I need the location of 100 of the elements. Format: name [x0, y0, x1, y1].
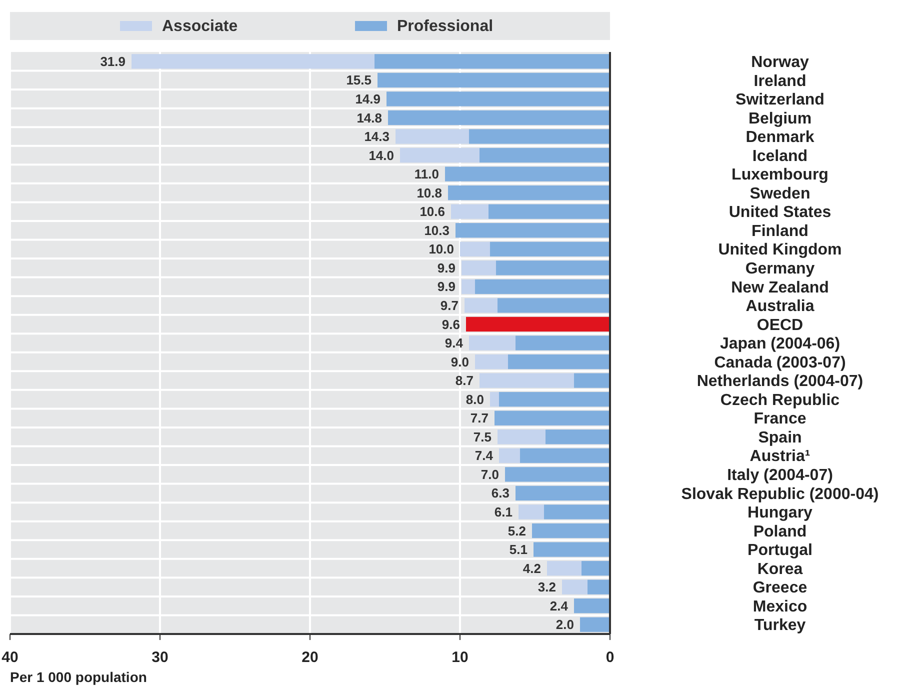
y-tick-label: New Zealand	[731, 279, 829, 296]
bar	[498, 430, 546, 444]
y-tick-label: Austria¹	[750, 448, 810, 466]
bar	[532, 523, 610, 538]
bar	[574, 373, 610, 388]
bar	[508, 354, 610, 370]
bar	[488, 204, 610, 219]
bar	[562, 580, 588, 594]
y-tick-label: Netherlands (2004-07)	[696, 373, 864, 390]
bar	[499, 448, 520, 463]
y-tick-label: United Kingdom	[718, 242, 842, 259]
bar	[516, 486, 610, 501]
total-label: 14.9	[355, 91, 380, 106]
total-label: 9.4	[444, 336, 464, 351]
total-label: 5.2	[508, 523, 526, 538]
x-tick-label: 20	[302, 649, 318, 666]
bar	[498, 298, 610, 313]
total-label: 14.0	[368, 148, 394, 163]
y-tick-label: Turkey	[754, 617, 806, 634]
y-tick-label: Switzerland	[736, 92, 824, 109]
bar	[475, 279, 610, 294]
bar	[374, 54, 610, 69]
bar	[544, 504, 610, 520]
bar	[448, 185, 610, 200]
y-tick-label: United States	[728, 204, 832, 222]
bar	[378, 72, 610, 88]
bar	[451, 204, 488, 219]
y-tick-label: Czech Republic	[720, 392, 840, 409]
x-tick-label: 30	[152, 649, 168, 666]
total-label: 10.8	[416, 185, 442, 200]
total-label: 31.9	[100, 54, 126, 69]
bar	[469, 129, 610, 144]
bar	[505, 467, 610, 482]
bar	[469, 336, 516, 350]
bar	[490, 392, 499, 407]
bar	[386, 92, 610, 106]
bar	[388, 110, 610, 126]
legend-label: Professional	[397, 18, 494, 35]
total-label: 2.0	[556, 617, 574, 632]
bar	[480, 148, 610, 163]
y-tick-label: Canada (2003-07)	[714, 354, 846, 372]
bar	[588, 580, 610, 594]
legend-label: Associate	[162, 18, 238, 35]
total-label: 11.0	[414, 166, 439, 182]
x-axis-title: Per 1 000 population	[10, 669, 147, 685]
total-label: 6.1	[494, 504, 512, 520]
x-tick-label: 40	[2, 649, 18, 666]
y-tick-label: Italy (2004-07)	[727, 467, 833, 484]
y-tick-label: Slovak Republic (2000-04)	[681, 486, 879, 503]
total-label: 9.6	[442, 316, 460, 332]
bar	[460, 242, 490, 256]
x-tick-label: 10	[452, 649, 468, 666]
y-tick-label: Spain	[758, 429, 802, 446]
bar	[475, 354, 508, 370]
y-tick-label: Denmark	[746, 129, 814, 146]
y-tick-label: Australia	[746, 298, 814, 316]
bar	[462, 279, 475, 294]
y-tick-label: Sweden	[750, 185, 810, 202]
y-tick-label: Finland	[752, 222, 808, 240]
total-label: 9.9	[437, 260, 456, 276]
total-label: 6.3	[491, 486, 510, 501]
y-tick-label: Germany	[745, 260, 815, 278]
total-label: 7.7	[470, 410, 488, 426]
bar	[490, 242, 610, 256]
bar	[462, 260, 496, 276]
bar	[132, 54, 374, 69]
y-tick-label: OECD	[756, 316, 804, 334]
total-label: 7.0	[480, 466, 499, 482]
bar	[480, 373, 574, 388]
total-label: 8.0	[466, 392, 484, 407]
y-tick-label: Luxembourg	[732, 166, 828, 184]
total-label: 3.2	[538, 580, 556, 595]
bar	[496, 260, 610, 276]
bar	[546, 430, 610, 444]
total-label: 8.7	[455, 373, 474, 388]
bar	[516, 336, 610, 350]
total-label: 14.8	[356, 110, 382, 126]
total-label: 7.4	[474, 448, 494, 464]
bar	[547, 560, 582, 576]
total-label: 15.5	[346, 72, 372, 88]
y-tick-label: Belgium	[748, 110, 812, 128]
total-label: 9.0	[450, 354, 469, 370]
bar	[464, 298, 498, 313]
total-label: 2.4	[550, 598, 569, 614]
bar	[400, 148, 480, 163]
y-tick-label: Norway	[751, 54, 809, 71]
y-tick-label: Ireland	[754, 72, 806, 90]
bar	[494, 410, 610, 426]
bar	[582, 560, 610, 576]
y-tick-label: Portugal	[748, 542, 812, 560]
total-label: 10.3	[424, 222, 450, 238]
bar	[445, 166, 610, 182]
bar	[499, 392, 610, 407]
bar	[518, 504, 544, 520]
total-label: 9.7	[440, 298, 458, 313]
total-label: 14.3	[364, 129, 390, 144]
bar	[534, 542, 610, 557]
total-label: 5.1	[509, 542, 528, 558]
bar	[520, 448, 610, 463]
y-tick-label: Poland	[753, 523, 807, 540]
